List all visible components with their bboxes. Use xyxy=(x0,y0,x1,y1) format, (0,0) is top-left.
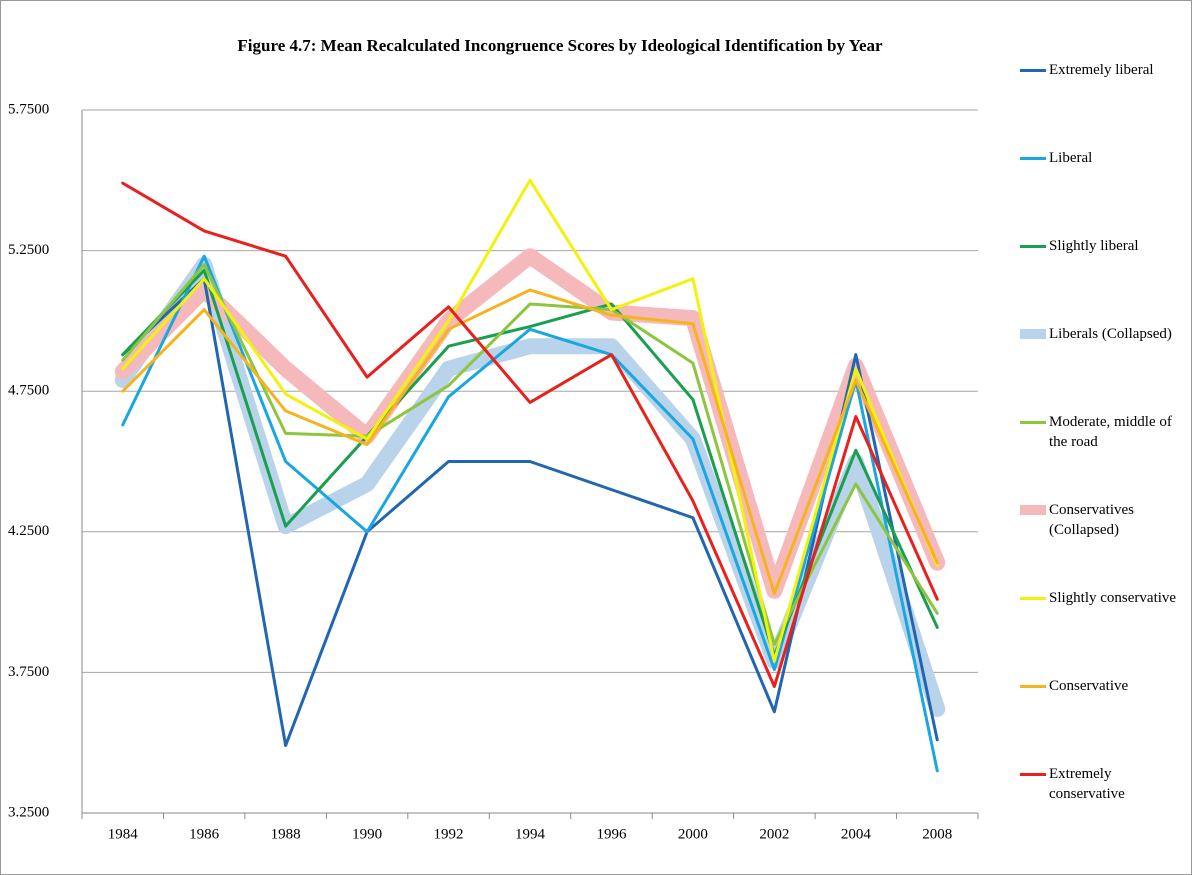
y-tick-label: 3.2500 xyxy=(8,804,49,820)
x-tick-label: 2002 xyxy=(759,826,789,842)
legend-label: Liberal xyxy=(1049,150,1093,166)
x-tick-label: 1990 xyxy=(352,826,382,842)
chart-title: Figure 4.7: Mean Recalculated Incongruen… xyxy=(237,36,883,55)
x-tick-label: 1988 xyxy=(271,826,301,842)
legend-swatch xyxy=(1020,772,1046,776)
y-tick-label: 5.7500 xyxy=(8,101,49,117)
legend-item: Extremely conservative xyxy=(1020,764,1177,804)
legend-swatch xyxy=(1020,329,1046,339)
legend-item: Slightly liberal xyxy=(1020,236,1177,256)
legend-label: Slightly liberal xyxy=(1049,238,1139,254)
legend-label: Extremely conservative xyxy=(1049,766,1125,802)
legend-label: Moderate, middle of the road xyxy=(1049,414,1172,450)
x-tick-label: 2008 xyxy=(922,826,952,842)
y-tick-label: 3.7500 xyxy=(8,664,49,680)
legend-swatch xyxy=(1020,420,1046,424)
legend-swatch xyxy=(1020,244,1046,248)
legend-item: Liberals (Collapsed) xyxy=(1020,324,1177,344)
x-tick-label: 1984 xyxy=(108,826,139,842)
legend-item: Conservative xyxy=(1020,676,1177,696)
y-tick-label: 4.7500 xyxy=(8,383,49,399)
legend-item: Slightly conservative xyxy=(1020,588,1177,608)
legend-swatch xyxy=(1020,684,1046,688)
legend-swatch xyxy=(1020,156,1046,160)
legend-swatch xyxy=(1020,68,1046,72)
series-line xyxy=(114,248,946,599)
legend-label: Conservatives (Collapsed) xyxy=(1049,502,1134,538)
legend-label: Extremely liberal xyxy=(1049,62,1154,78)
series-line xyxy=(121,178,939,663)
y-tick-label: 4.2500 xyxy=(8,523,49,539)
legend-item: Conservatives (Collapsed) xyxy=(1020,500,1177,540)
series-line xyxy=(121,254,939,773)
x-tick-label: 2000 xyxy=(678,826,708,842)
y-tick-label: 5.2500 xyxy=(8,242,49,258)
series-line xyxy=(121,288,939,596)
x-tick-label: 1986 xyxy=(189,826,220,842)
x-tick-label: 1992 xyxy=(434,826,464,842)
legend-swatch xyxy=(1020,596,1046,600)
x-tick-label: 2004 xyxy=(841,826,872,842)
legend-item: Moderate, middle of the road xyxy=(1020,412,1177,452)
x-tick-label: 1996 xyxy=(596,826,627,842)
legend-item: Extremely liberal xyxy=(1020,60,1177,80)
legend-label: Conservative xyxy=(1049,678,1129,694)
series-line xyxy=(121,181,939,688)
legend-item: Liberal xyxy=(1020,148,1177,168)
series-line xyxy=(121,268,939,658)
legend-label: Slightly conservative xyxy=(1049,590,1177,606)
legend-swatch xyxy=(1020,505,1046,515)
x-tick-label: 1994 xyxy=(515,826,546,842)
legend-label: Liberals (Collapsed) xyxy=(1049,326,1172,342)
